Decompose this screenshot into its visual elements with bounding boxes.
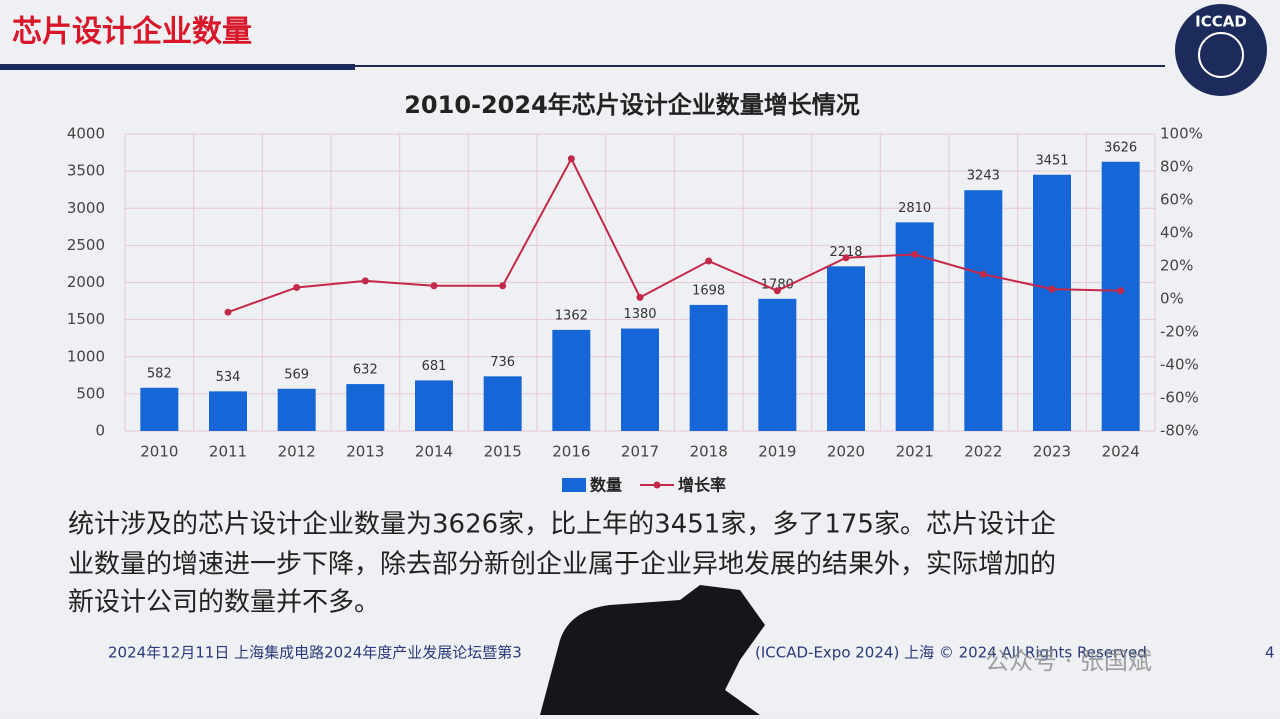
data-label: 1780 [761, 277, 794, 292]
data-label: 3451 [1035, 153, 1068, 168]
y2-tick-label: 60% [1160, 191, 1193, 209]
data-label: 1698 [692, 283, 725, 298]
legend-swatch [562, 478, 586, 492]
bar [415, 380, 453, 431]
x-tick-label: 2014 [415, 443, 453, 461]
y2-tick-label: -80% [1160, 422, 1199, 440]
data-label: 534 [216, 370, 241, 385]
bar [209, 391, 247, 431]
x-tick-label: 2017 [621, 443, 659, 461]
y-tick-label: 1000 [67, 347, 105, 365]
paragraph-line: 业数量的增速进一步下降，除去部分新创企业属于企业异地发展的结果外，实际增加的 [68, 550, 1056, 580]
line-point [911, 250, 919, 258]
y-tick-label: 4000 [67, 125, 105, 143]
y2-tick-label: 40% [1160, 224, 1193, 242]
data-label: 569 [284, 367, 309, 382]
footer-right: (ICCAD-Expo 2024) 上海 © 2024 All Rights R… [755, 644, 1147, 662]
title-rule [0, 64, 355, 70]
bar [277, 388, 316, 431]
data-label: 3243 [967, 169, 1000, 184]
bar [346, 384, 385, 431]
x-tick-label: 2021 [896, 443, 934, 461]
x-tick-label: 2013 [346, 443, 384, 461]
watermark: 公众号 · 张国斌 [985, 647, 1152, 675]
line-point [567, 155, 575, 163]
y2-tick-label: 0% [1160, 290, 1184, 308]
title-rule-thin [355, 65, 1165, 67]
line-point [1048, 285, 1056, 293]
x-tick-label: 2024 [1102, 443, 1140, 461]
line-point [430, 282, 438, 290]
legend-label: 数量 [590, 476, 622, 495]
data-label: 3626 [1104, 140, 1137, 155]
y2-tick-label: 100% [1160, 125, 1203, 143]
line-point [636, 293, 644, 301]
x-tick-label: 2016 [552, 443, 590, 461]
bar [483, 376, 522, 431]
bar [827, 266, 865, 431]
y-tick-label: 2000 [67, 273, 105, 291]
y-tick-label: 3000 [67, 199, 105, 217]
legend-swatch-dot [653, 481, 661, 489]
data-label: 681 [422, 359, 447, 374]
x-tick-label: 2012 [278, 443, 316, 461]
x-tick-label: 2019 [758, 443, 796, 461]
bar [552, 329, 591, 431]
line-point [1117, 287, 1125, 295]
y-tick-label: 0 [95, 422, 105, 440]
data-label: 736 [490, 355, 515, 370]
data-label: 1380 [623, 307, 656, 322]
line [227, 156, 1121, 314]
data-label: 632 [353, 363, 378, 378]
x-tick-label: 2020 [827, 443, 865, 461]
y2-tick-label: -40% [1160, 356, 1199, 374]
logo-text: ICCAD [1195, 13, 1247, 31]
bar [758, 298, 797, 431]
data-label: 1362 [555, 308, 588, 323]
y2-tick-label: -60% [1160, 389, 1199, 407]
data-label: 2218 [829, 245, 862, 260]
data-label: 2810 [898, 201, 931, 216]
x-tick-label: 2022 [964, 443, 1002, 461]
line-point [842, 254, 850, 262]
paragraph-line: 新设计公司的数量并不多。 [68, 588, 380, 618]
chart-title: 2010-2024年芯片设计企业数量增长情况 [404, 91, 860, 119]
y2-tick-label: -20% [1160, 323, 1199, 341]
bar [621, 328, 659, 431]
x-tick-label: 2015 [484, 443, 522, 461]
bar [140, 387, 179, 431]
bar [1101, 161, 1140, 431]
paragraph-line: 统计涉及的芯片设计企业数量为3626家，比上年的3451家，多了175家。芯片设… [68, 510, 1056, 540]
line-point [979, 270, 987, 278]
x-tick-label: 2011 [209, 443, 247, 461]
line-point [705, 257, 713, 265]
logo [1175, 4, 1267, 96]
x-tick-label: 2023 [1033, 443, 1071, 461]
line-point [361, 277, 369, 285]
y-tick-label: 500 [76, 384, 105, 402]
line-point [293, 283, 301, 291]
logo-ring [1198, 32, 1244, 78]
y-tick-label: 3500 [67, 162, 105, 180]
line-point [499, 282, 507, 290]
x-tick-label: 2018 [690, 443, 728, 461]
page-number: 4 [1265, 644, 1275, 662]
line-point [773, 287, 781, 295]
bar [1033, 174, 1071, 431]
bar [964, 190, 1003, 431]
x-tick-label: 2010 [140, 443, 178, 461]
camera-silhouette [540, 585, 765, 715]
footer-left: 2024年12月11日 上海集成电路2024年度产业发展论坛暨第3 [108, 644, 522, 662]
bar [689, 304, 728, 431]
y2-tick-label: 20% [1160, 257, 1193, 275]
slide-title: 芯片设计企业数量 [12, 15, 252, 50]
legend-label: 增长率 [678, 476, 726, 495]
y-tick-label: 2500 [67, 236, 105, 254]
line-point [224, 308, 232, 316]
data-label: 582 [147, 366, 172, 381]
y2-tick-label: 80% [1160, 158, 1193, 176]
y-tick-label: 1500 [67, 310, 105, 328]
